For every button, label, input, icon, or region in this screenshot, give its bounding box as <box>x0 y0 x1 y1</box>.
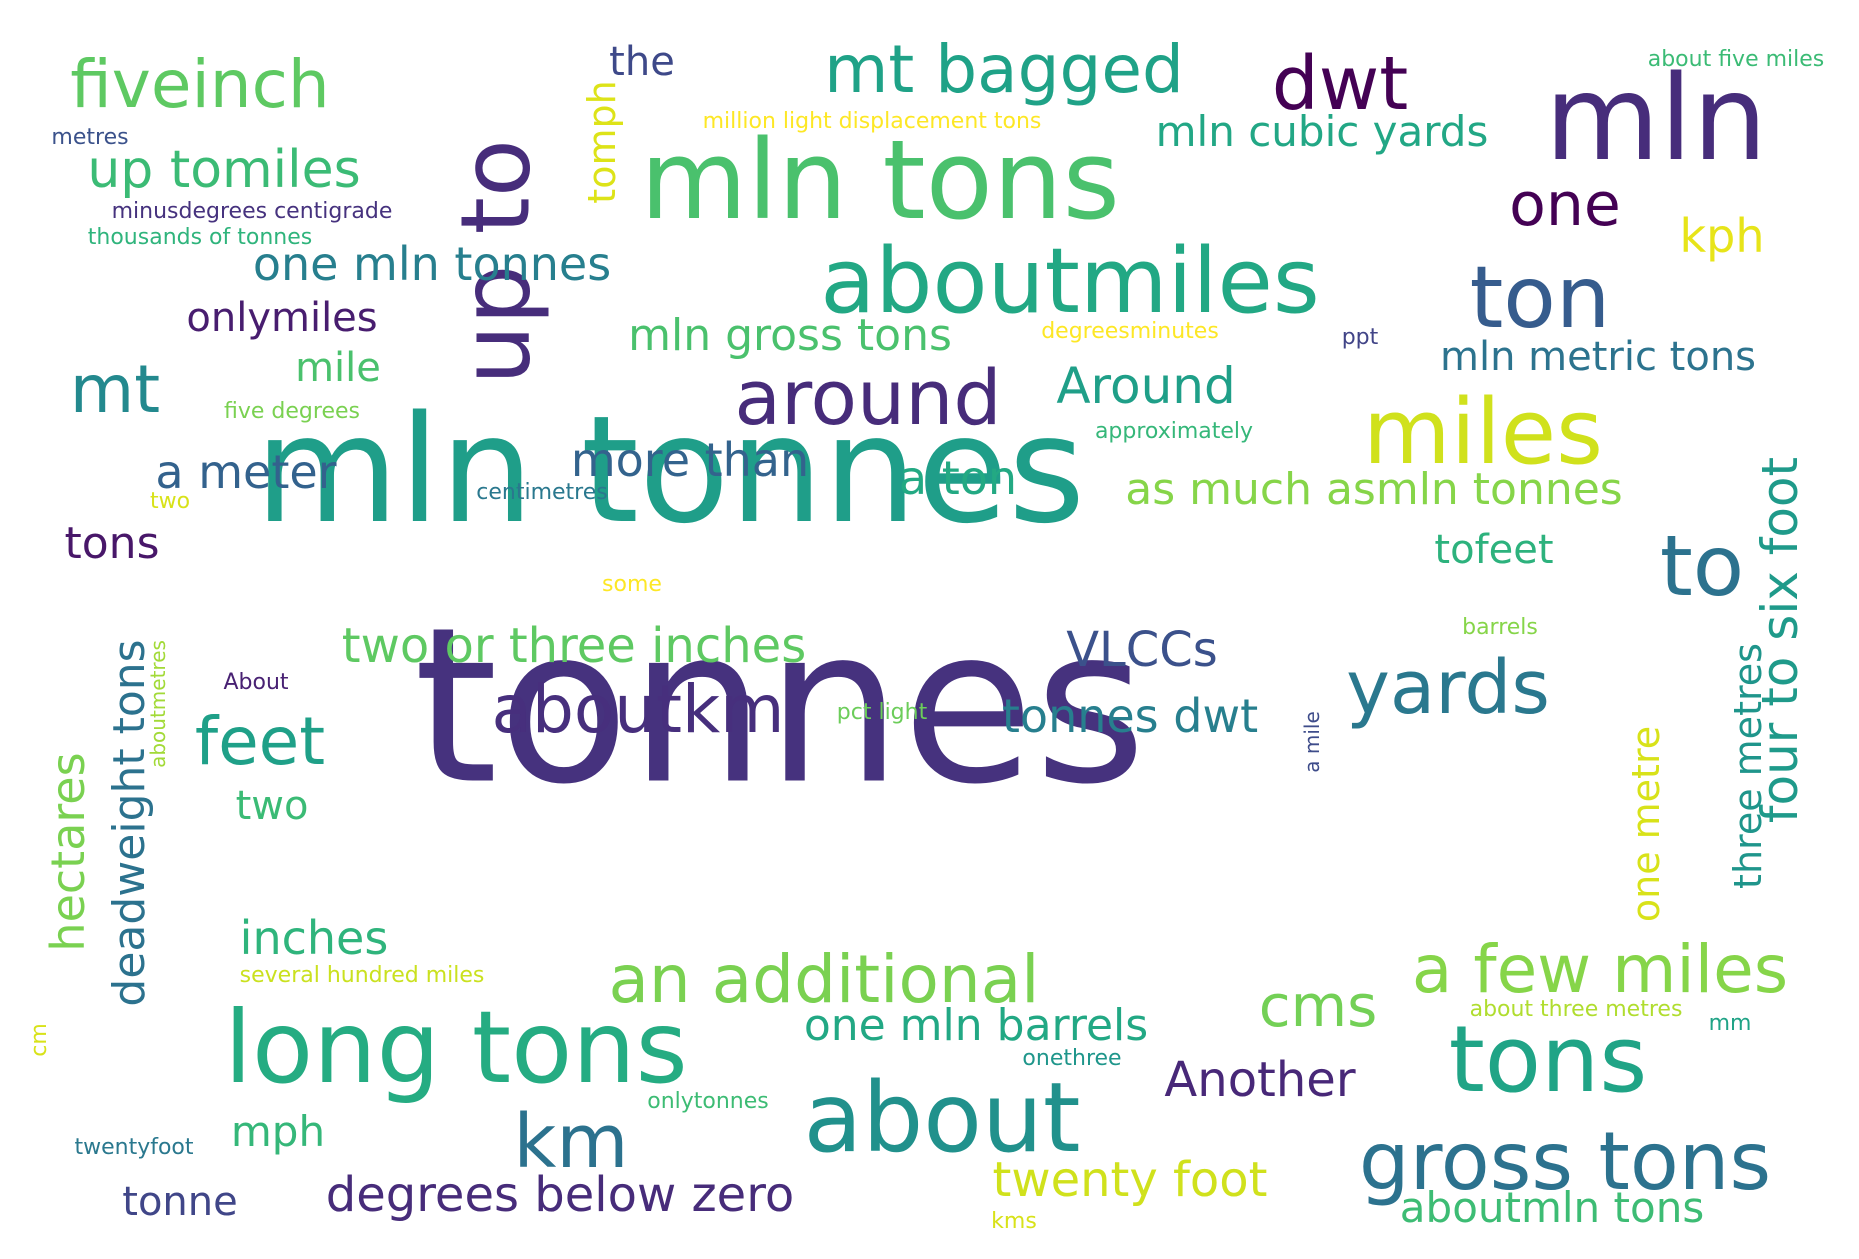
word-long-tons: long tons <box>224 989 688 1106</box>
word-mln-metric-tons: mln metric tons <box>1439 334 1757 380</box>
word-one-mln-barrels: one mln barrels <box>803 1000 1149 1051</box>
word-onethree: onethree <box>1022 1046 1122 1071</box>
word-pct-light: pct light <box>836 700 928 725</box>
word-cm: cm <box>27 1023 52 1057</box>
word-barrels: barrels <box>1462 615 1538 640</box>
word-fiveinch: fiveinch <box>70 46 330 123</box>
word-an-additional: an additional <box>608 941 1040 1018</box>
word-up-tomiles: up tomiles <box>87 140 361 200</box>
word-km: km <box>513 1099 629 1185</box>
word-aboutmln-tons: aboutmln tons <box>1399 1183 1705 1232</box>
word-twentyfoot: twentyfoot <box>74 1135 194 1160</box>
word-mln: mln <box>1544 49 1768 187</box>
word-several-hundred-miles: several hundred miles <box>239 963 485 988</box>
word-aboutmetres: aboutmetres <box>146 640 170 768</box>
word-vlccs: VLCCs <box>1066 622 1218 678</box>
word-mln-cubic-yards: mln cubic yards <box>1155 107 1489 156</box>
word-another: Another <box>1164 1052 1356 1108</box>
word-two-or-three-inches: two or three inches <box>341 618 807 674</box>
word-yards: yards <box>1346 645 1550 731</box>
word-onlytonnes: onlytonnes <box>647 1089 769 1114</box>
word-a-meter: a meter <box>155 445 337 499</box>
word-metres: metres <box>51 125 129 150</box>
word-degreesminutes: degreesminutes <box>1041 319 1219 344</box>
word-tonne: tonne <box>122 1179 238 1225</box>
word-as-much-asmln-tonnes: as much asmln tonnes <box>1125 464 1623 515</box>
word-two-small: two <box>149 489 191 514</box>
word-mile: mile <box>295 345 381 391</box>
word-two-medium: two <box>235 783 309 829</box>
word-about-capital: About <box>223 670 289 695</box>
word-minusdegrees-centigrade: minusdegrees centigrade <box>111 199 393 224</box>
word-mln-tonnes: mln tonnes <box>254 384 1086 556</box>
word-mph: mph <box>230 1107 326 1156</box>
word-tonnes-dwt: tonnes dwt <box>1001 689 1259 743</box>
word-twenty-foot: twenty foot <box>992 1152 1268 1208</box>
word-miles: miles <box>1363 380 1603 485</box>
word-around-capital: Around <box>1056 357 1236 415</box>
word-mt: mt <box>69 351 161 428</box>
word-kms: kms <box>991 1209 1037 1234</box>
word-ppt: ppt <box>1341 325 1379 350</box>
word-aboutmiles: aboutmiles <box>820 229 1320 334</box>
word-thousands-of-tonnes: thousands of tonnes <box>87 225 313 250</box>
word-some: some <box>602 572 662 597</box>
word-a-ton: a ton <box>898 451 1018 505</box>
word-about: about <box>803 1062 1081 1174</box>
word-about-five-miles: about five miles <box>1647 47 1825 72</box>
word-centimetres: centimetres <box>476 480 608 505</box>
word-three-metres: three metres <box>1726 643 1770 889</box>
word-approximately: approximately <box>1094 419 1254 444</box>
word-cms: cms <box>1258 972 1378 1040</box>
word-hectares: hectares <box>41 752 95 952</box>
word-aboutkm: aboutkm <box>491 671 785 748</box>
word-dwt: dwt <box>1271 41 1409 127</box>
word-mln-gross-tons: mln gross tons <box>628 310 952 361</box>
word-one-mln-tonnes: one mln tonnes <box>252 237 612 291</box>
word-the: the <box>609 39 675 85</box>
word-to: to <box>1659 517 1745 615</box>
word-degrees-below-zero: degrees below zero <box>325 1167 795 1223</box>
word-a-mile: a mile <box>1300 711 1324 773</box>
word-mln-tons: mln tons <box>640 116 1120 244</box>
word-onlymiles: onlymiles <box>186 295 378 341</box>
word-gross-tons: gross tons <box>1358 1115 1772 1208</box>
word-tons-small: tons <box>64 518 160 569</box>
word-one: one <box>1509 170 1621 240</box>
word-million-light-displacement-tons: million light displacement tons <box>702 109 1042 134</box>
word-feet: feet <box>194 703 326 780</box>
word-one-metre: one metre <box>1624 725 1668 923</box>
word-five-degrees: five degrees <box>224 399 360 424</box>
word-tomph: tomph <box>580 80 624 204</box>
word-ton: ton <box>1469 248 1611 348</box>
word-mm: mm <box>1708 1011 1752 1036</box>
word-mt-bagged: mt bagged <box>824 31 1184 108</box>
word-a-few-miles: a few miles <box>1411 931 1789 1008</box>
word-around: around <box>734 353 1002 442</box>
word-more-than: more than <box>570 433 810 487</box>
word-tofeet: tofeet <box>1434 527 1554 573</box>
word-inches: inches <box>239 911 389 965</box>
word-kph: kph <box>1679 209 1765 263</box>
word-about-three-metres: about three metres <box>1469 997 1683 1022</box>
word-tonnes: tonnes <box>413 580 1147 832</box>
word-tons-large: tons <box>1448 1006 1648 1113</box>
